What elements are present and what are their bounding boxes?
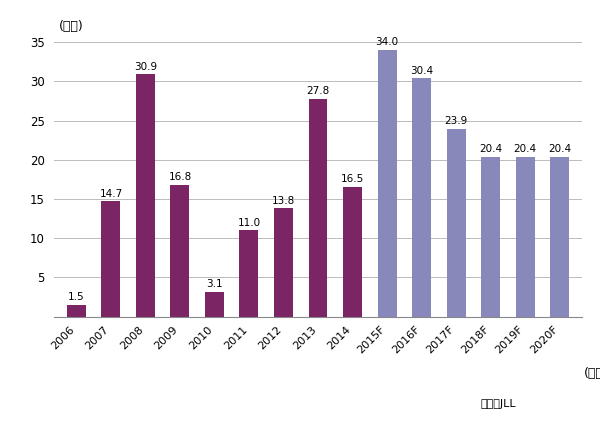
Bar: [239, 230, 259, 316]
Text: 1.5: 1.5: [68, 292, 85, 302]
Bar: [412, 78, 431, 316]
Text: 20.4: 20.4: [548, 144, 571, 154]
Bar: [446, 129, 466, 316]
Text: 34.0: 34.0: [376, 37, 398, 47]
Text: (暦年): (暦年): [584, 368, 600, 381]
Bar: [377, 50, 397, 316]
Text: 14.7: 14.7: [100, 189, 122, 198]
Bar: [205, 292, 224, 316]
Bar: [550, 157, 569, 316]
Bar: [274, 208, 293, 316]
Bar: [308, 99, 328, 316]
Text: 20.4: 20.4: [479, 144, 502, 154]
Text: 30.9: 30.9: [134, 62, 157, 72]
Bar: [67, 305, 86, 316]
Bar: [101, 201, 121, 316]
Text: 出所：JLL: 出所：JLL: [481, 399, 516, 409]
Bar: [170, 185, 190, 316]
Text: 30.4: 30.4: [410, 65, 433, 76]
Text: 20.4: 20.4: [514, 144, 536, 154]
Text: 23.9: 23.9: [445, 116, 467, 127]
Bar: [343, 187, 362, 316]
Text: (万坤): (万坤): [59, 20, 84, 33]
Text: 13.8: 13.8: [272, 196, 295, 206]
Text: 3.1: 3.1: [206, 279, 223, 289]
Bar: [136, 74, 155, 316]
Text: 16.5: 16.5: [341, 174, 364, 184]
Bar: [481, 157, 500, 316]
Text: 27.8: 27.8: [307, 86, 329, 96]
Bar: [515, 157, 535, 316]
Text: 11.0: 11.0: [238, 218, 260, 227]
Text: 16.8: 16.8: [169, 172, 191, 182]
